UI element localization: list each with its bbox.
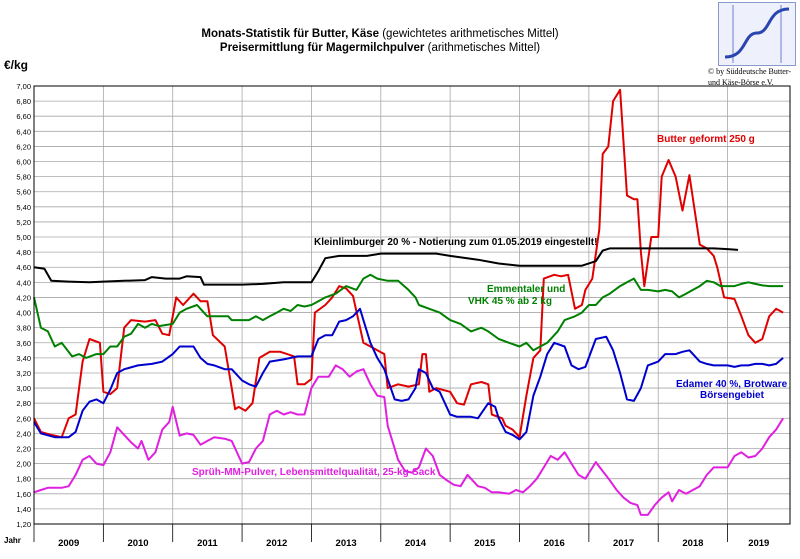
emmentaler-series-label-2: VHK 45 % ab 2 kg: [468, 296, 552, 307]
chart-title-line-1: Monats-Statistik für Butter, Käse (gewic…: [0, 28, 760, 40]
y-tick-label: 2,20: [16, 444, 31, 453]
y-tick-label: 6,00: [16, 158, 31, 167]
edamer-series-label-1: Edamer 40 %, Brotware: [676, 379, 788, 390]
y-tick-label: 2,40: [16, 429, 31, 438]
series-line: [33, 364, 784, 516]
x-tick-label: 2015: [474, 538, 496, 549]
copyright-line-2: und Käse-Börse e.V.: [708, 78, 774, 87]
y-tick-label: 2,00: [16, 460, 31, 469]
y-tick-label: 5,40: [16, 203, 31, 212]
y-tick-label: 5,80: [16, 173, 31, 182]
y-tick-label: 4,00: [16, 309, 31, 318]
y-tick-label: 1,20: [16, 520, 31, 529]
x-tick-label: 2018: [682, 538, 703, 549]
kleinlimburger-series-label: Kleinlimburger 20 % - Notierung zum 01.0…: [314, 237, 598, 248]
y-tick-label: 6,80: [16, 97, 31, 106]
y-tick-label: 2,80: [16, 399, 31, 408]
emmentaler-series-label-1: Emmentaler und: [487, 284, 566, 295]
y-tick-label: 3,80: [16, 324, 31, 333]
y-tick-label: 3,40: [16, 354, 31, 363]
plot-frame: [33, 85, 791, 525]
y-tick-label: 4,40: [16, 278, 31, 287]
series-line: [33, 307, 784, 441]
y-tick-label: 4,60: [16, 263, 31, 272]
y-tick-label: 1,40: [16, 505, 31, 514]
y-tick-label: 6,60: [16, 112, 31, 121]
grid-lines: [33, 85, 790, 525]
y-tick-label: 4,80: [16, 248, 31, 257]
title-1-rest: (gewichtetes arithmetisches Mittel): [382, 28, 559, 40]
y-tick-label: 1,60: [16, 490, 31, 499]
x-tick-label: 2016: [544, 538, 565, 549]
x-tick-label: 2019: [748, 538, 769, 549]
title-1-bold: Monats-Statistik für Butter, Käse: [201, 28, 380, 40]
title-2-rest: (arithmetisches Mittel): [427, 42, 541, 54]
x-tick-label: 2013: [336, 538, 357, 549]
series-line: [33, 247, 739, 286]
y-tick-label: 6,20: [16, 142, 31, 151]
y-tick-label: 7,00: [16, 82, 31, 91]
x-tick-label: 2014: [405, 538, 427, 549]
y-tick-label: 1,80: [16, 475, 31, 484]
y-tick-label: 4,20: [16, 293, 31, 302]
y-tick-label: 3,00: [16, 384, 31, 393]
y-axis-ticks: 1,20 1,40 1,60 1,80 2,00 2,20 2,40 2,60 2,80 3,00…: [16, 82, 31, 529]
y-axis-unit: €/kg: [4, 58, 29, 72]
series-lines: [33, 88, 784, 516]
y-tick-label: 3,20: [16, 369, 31, 378]
x-tick-label: 2009: [58, 538, 79, 549]
y-tick-label: 3,60: [16, 339, 31, 348]
series-line: [33, 88, 784, 439]
y-tick-label: 6,40: [16, 127, 31, 136]
y-tick-label: 5,20: [16, 218, 31, 227]
chart-title-line-2: Preisermittlung für Magermilchpulver (ar…: [0, 42, 760, 54]
y-tick-label: 5,00: [16, 233, 31, 242]
x-axis: 2009 2010 2011 2012 2013 2014 2015 2016 2017 2018…: [33, 524, 769, 549]
butter-series-label: Butter geformt 250 g: [657, 134, 755, 145]
y-tick-label: 2,60: [16, 414, 31, 423]
x-tick-label: 2010: [127, 538, 148, 549]
mmp-series-label: Sprüh-MM-Pulver, Lebensmittelqualität, 2…: [192, 467, 436, 478]
y-tick-label: 5,60: [16, 188, 31, 197]
copyright-line-1: © by Süddeutsche Butter-: [708, 67, 792, 76]
copyright-note: © by Süddeutsche Butter- und Käse-Börse …: [708, 66, 800, 88]
edamer-series-label-2: Börsengebiet: [700, 390, 764, 401]
series-line: [33, 273, 784, 359]
x-axis-label: Jahr: [4, 536, 21, 545]
x-tick-label: 2012: [266, 538, 287, 549]
x-tick-label: 2017: [613, 538, 634, 549]
sine-curve-logo-icon: [718, 2, 796, 66]
x-tick-label: 2011: [197, 538, 218, 549]
title-2-bold: Preisermittlung für Magermilchpulver: [219, 42, 425, 54]
